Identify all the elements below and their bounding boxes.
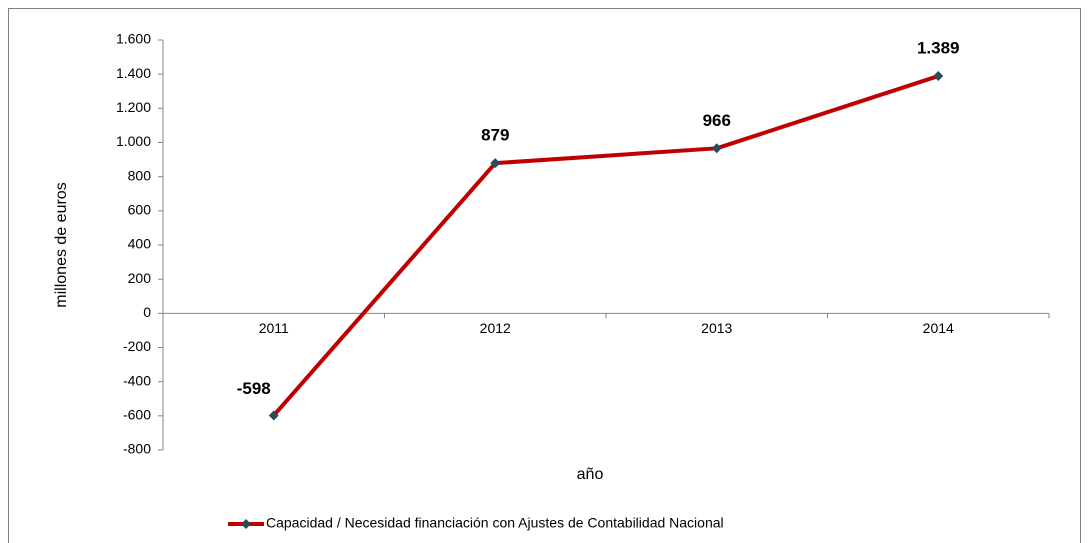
data-line [272,74,939,417]
marker [933,71,944,82]
y-tick-label: -400 [123,372,151,388]
marker [268,410,279,421]
legend-marker [241,519,251,529]
y-tick-label: -600 [123,407,151,423]
y-tick-label: 1.600 [116,31,151,47]
y-tick-label: 1.400 [116,65,151,81]
x-tick-label: 2014 [923,320,954,336]
y-tick-label: 1.200 [116,99,151,115]
y-tick-label: 800 [128,167,152,183]
x-tick-label: 2012 [480,320,511,336]
y-axis-label: millones de euros [53,182,70,307]
y-tick-label: 1.000 [116,133,151,149]
data-label: 1.389 [917,39,960,58]
y-tick-label: 200 [128,270,152,286]
chart-border [8,8,1081,543]
marker [490,158,501,169]
y-tick-label: -200 [123,338,151,354]
y-tick-label: 400 [128,236,152,252]
x-axis-label: año [577,466,604,483]
y-tick-label: 0 [143,304,151,320]
data-label: 966 [703,111,731,130]
data-label: 879 [481,126,509,145]
marker [711,143,722,154]
x-tick-label: 2013 [701,320,732,336]
y-tick-label: -800 [123,441,151,457]
y-tick-label: 600 [128,202,152,218]
x-tick-label: 2011 [259,320,289,336]
legend-label: Capacidad / Necesidad financiación con A… [266,515,724,531]
data-label: -598 [237,379,271,398]
